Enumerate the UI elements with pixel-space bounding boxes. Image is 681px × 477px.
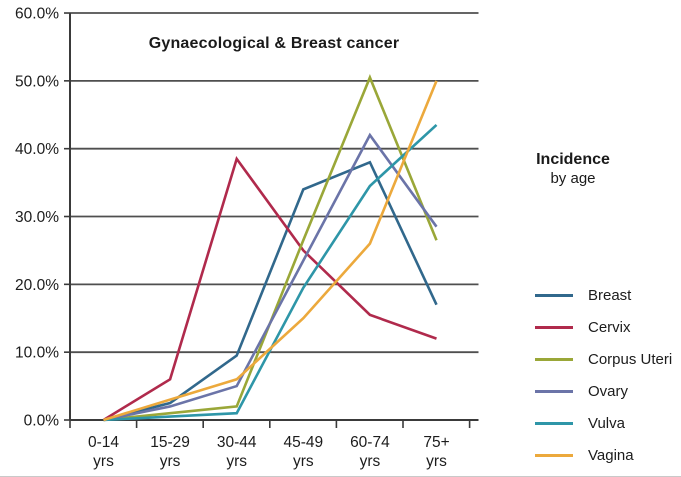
series-line-corpus-uteri xyxy=(103,74,438,422)
legend-swatch xyxy=(535,389,573,393)
series-line-breast xyxy=(103,160,438,422)
legend-item-ovary: Ovary xyxy=(535,375,681,407)
x-tick-label: 75+ xyxy=(423,434,449,451)
y-tick-label: 60.0% xyxy=(15,6,59,23)
x-tick-label-suffix: yrs xyxy=(360,453,381,470)
legend-swatch xyxy=(535,325,573,329)
x-tick-label: 60-74 xyxy=(350,434,390,451)
legend-item-cervix: Cervix xyxy=(535,311,681,343)
y-tick-label: 30.0% xyxy=(15,209,59,226)
legend-swatch xyxy=(535,453,573,457)
side-label: Incidence by age xyxy=(498,150,648,188)
legend-item-corpus-uteri: Corpus Uteri xyxy=(535,343,681,375)
y-tick-label: 0.0% xyxy=(24,413,60,430)
legend-item-vagina: Vagina xyxy=(535,439,681,471)
series-line-vagina xyxy=(103,80,438,422)
side-label-line2: by age xyxy=(550,170,596,187)
legend-swatch xyxy=(535,293,573,297)
legend-label: Vagina xyxy=(588,446,634,464)
legend-label: Corpus Uteri xyxy=(588,350,673,368)
series-line-cervix xyxy=(102,155,437,422)
x-tick-label-suffix: yrs xyxy=(160,453,181,470)
legend-label: Cervix xyxy=(588,318,631,336)
legend-label: Breast xyxy=(588,286,632,304)
x-tick-label-suffix: yrs xyxy=(226,453,247,470)
legend-swatch xyxy=(535,357,573,361)
legend-item-vulva: Vulva xyxy=(535,407,681,439)
x-tick-label: 30-44 xyxy=(217,434,257,451)
chart-legend: Breast Cervix Corpus Uteri Ovary Vulva Vagina xyxy=(535,279,681,471)
y-tick-label: 20.0% xyxy=(15,277,59,294)
legend-label: Vulva xyxy=(588,414,625,432)
x-tick-label-suffix: yrs xyxy=(293,453,314,470)
y-tick-label: 40.0% xyxy=(15,141,59,158)
legend-item-breast: Breast xyxy=(535,279,681,311)
legend-swatch xyxy=(535,421,573,425)
y-tick-label: 10.0% xyxy=(15,345,59,362)
x-tick-label-suffix: yrs xyxy=(93,453,114,470)
x-tick-label: 0-14 xyxy=(88,434,119,451)
x-tick-label: 45-49 xyxy=(283,434,323,451)
y-tick-label: 50.0% xyxy=(15,73,59,90)
x-tick-label: 15-29 xyxy=(150,434,190,451)
x-tick-label-suffix: yrs xyxy=(426,453,447,470)
chart-title: Gynaecological & Breast cancer xyxy=(148,35,400,52)
series-line-ovary xyxy=(103,132,438,422)
legend-label: Ovary xyxy=(588,382,629,400)
side-label-line1: Incidence xyxy=(536,151,610,168)
